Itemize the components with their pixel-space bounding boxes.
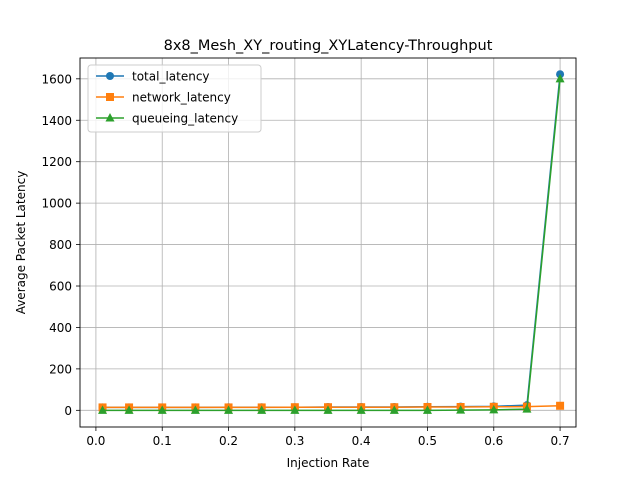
x-tick-label: 0.0	[86, 434, 105, 448]
legend-marker	[106, 72, 114, 80]
x-axis-ticks: 0.0 0.1 0.2 0.3 0.4 0.5 0.6 0.7	[86, 427, 570, 448]
data-point	[124, 405, 134, 414]
legend-box	[87, 64, 262, 133]
y-tick-label: 1000	[41, 197, 72, 211]
series-layer	[98, 70, 565, 414]
legend-item: network_latency	[96, 91, 231, 105]
y-tick-label: 800	[49, 238, 72, 252]
data-point	[323, 405, 333, 414]
plot-frame	[79, 57, 577, 428]
y-axis-label: Average Packet Latency	[14, 171, 28, 315]
data-point	[489, 404, 499, 414]
data-point	[555, 73, 565, 83]
y-axis-ticks: 0 200 400 600 800 1000 1200 1400 1600	[41, 72, 80, 418]
data-point	[356, 405, 366, 414]
data-point	[389, 405, 399, 414]
chart-title: 8x8_Mesh_XY_routing_XYLatency-Throughput	[164, 38, 493, 54]
y-tick-label: 1600	[41, 72, 72, 86]
data-point	[290, 405, 300, 414]
legend-item: queueing_latency	[96, 112, 238, 126]
data-point	[257, 405, 267, 414]
data-point	[157, 405, 167, 414]
x-tick-label: 0.4	[352, 434, 371, 448]
data-point	[456, 405, 466, 414]
data-point	[556, 401, 565, 410]
legend-label: total_latency	[132, 70, 210, 84]
y-tick-label: 200	[49, 362, 72, 376]
x-tick-label: 0.5	[418, 434, 437, 448]
data-point	[190, 405, 200, 414]
y-tick-label: 1200	[41, 155, 72, 169]
data-point	[98, 405, 108, 414]
y-tick-label: 600	[49, 280, 72, 294]
series-queueing-latency	[98, 73, 565, 414]
y-tick-label: 1400	[41, 114, 72, 128]
legend-marker	[106, 93, 114, 101]
y-tick-label: 0	[64, 404, 72, 418]
data-point	[224, 405, 234, 414]
x-tick-label: 0.2	[219, 434, 238, 448]
legend: total_latency network_latency queueing_lat…	[87, 64, 262, 133]
x-axis-label: Injection Rate	[287, 456, 370, 470]
legend-label: queueing_latency	[132, 112, 238, 126]
legend-label: network_latency	[132, 91, 231, 105]
x-tick-label: 0.7	[551, 434, 570, 448]
x-tick-label: 0.6	[484, 434, 503, 448]
y-tick-label: 400	[49, 321, 72, 335]
data-point	[522, 404, 532, 413]
x-tick-label: 0.1	[153, 434, 172, 448]
data-point	[422, 405, 432, 414]
legend-item: total_latency	[96, 70, 210, 84]
grid	[80, 58, 576, 427]
x-tick-label: 0.3	[285, 434, 304, 448]
legend-marker	[105, 113, 115, 122]
